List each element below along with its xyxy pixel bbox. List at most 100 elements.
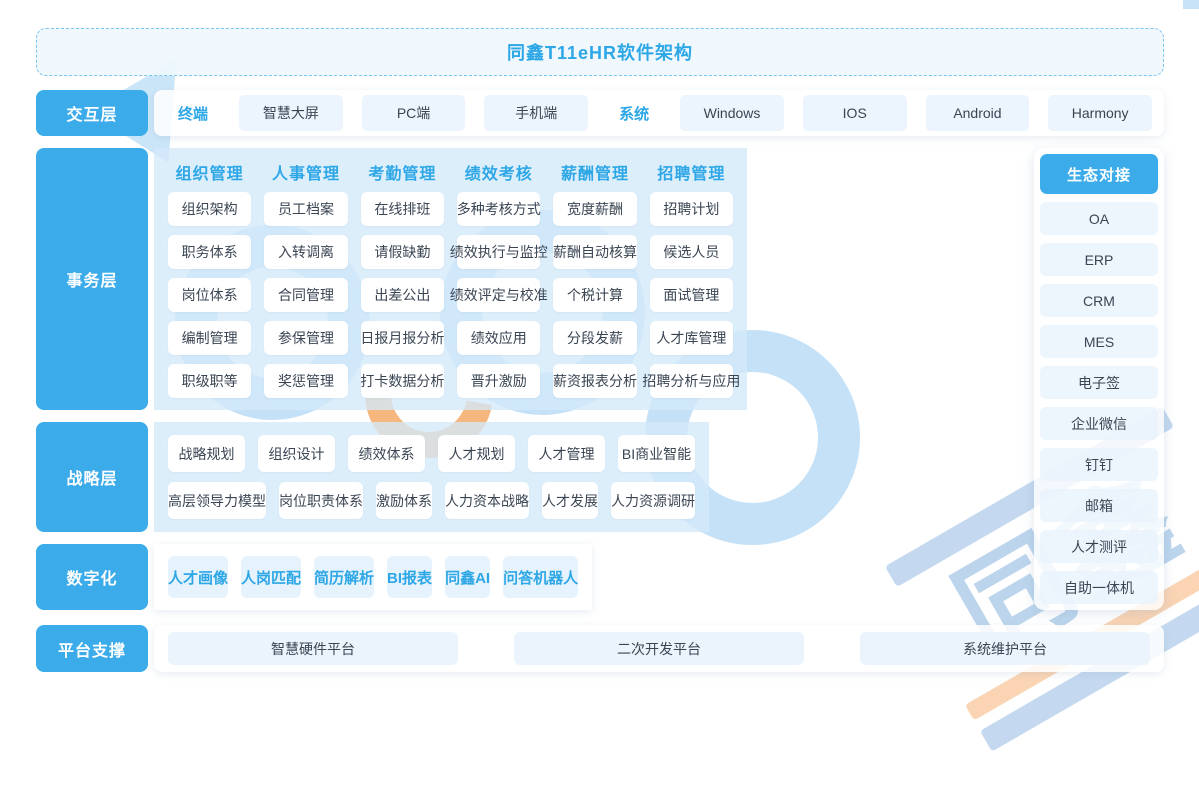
- business-card: 绩效执行与监控: [450, 235, 548, 269]
- ecosystem-item-oa: OA: [1040, 202, 1158, 235]
- business-column-recruiting: 招聘管理 招聘计划 候选人员 面试管理 人才库管理 招聘分析与应用: [642, 152, 740, 398]
- strategy-card: 激励体系: [376, 482, 432, 519]
- column-cards: 在线排班 请假缺勤 出差公出 日报月报分析 打卡数据分析: [360, 192, 445, 398]
- column-cards: 员工档案 入转调离 合同管理 参保管理 奖惩管理: [264, 192, 348, 398]
- digital-card-job-matching: 人岗匹配: [241, 556, 302, 598]
- digital-card-qa-robot: 问答机器人: [503, 556, 579, 598]
- layer-label-business: 事务层: [36, 148, 148, 410]
- business-card: 分段发薪: [553, 321, 637, 355]
- digital-layer-content: 人才画像 人岗匹配 简历解析 BI报表 同鑫AI 问答机器人: [154, 544, 593, 610]
- ecosystem-sidebar: 生态对接 OA ERP CRM MES 电子签 企业微信 钉钉 邮箱 人才测评 …: [1034, 148, 1164, 610]
- digital-card-resume-parsing: 简历解析: [314, 556, 375, 598]
- interaction-layer-content: 终端 智慧大屏 PC端 手机端 系统 Windows IOS Android H…: [154, 90, 1164, 136]
- business-card: 组织架构: [168, 192, 252, 226]
- business-card: 出差公出: [360, 278, 445, 312]
- system-group-label: 系统: [619, 105, 650, 123]
- business-column-compensation: 薪酬管理 宽度薪酬 薪酬自动核算 个税计算 分段发薪 薪资报表分析: [553, 152, 637, 398]
- ecosystem-item-self-service-kiosk: 自助一体机: [1040, 571, 1158, 604]
- business-card: 岗位体系: [168, 278, 252, 312]
- business-column-personnel: 人事管理 员工档案 入转调离 合同管理 参保管理 奖惩管理: [264, 152, 348, 398]
- column-cards: 招聘计划 候选人员 面试管理 人才库管理 招聘分析与应用: [642, 192, 740, 398]
- business-card: 日报月报分析: [360, 321, 444, 355]
- column-header: 组织管理: [175, 166, 244, 183]
- layer-label-strategy: 战略层: [36, 422, 148, 532]
- business-card: 个税计算: [553, 278, 637, 312]
- ecosystem-item-mes: MES: [1040, 325, 1158, 358]
- ecosystem-item-erp: ERP: [1040, 243, 1158, 276]
- business-column-organization: 组织管理 组织架构 职务体系 岗位体系 编制管理 职级职等: [168, 152, 252, 398]
- business-card: 员工档案: [264, 192, 348, 226]
- terminal-item-smart-screen: 智慧大屏: [239, 95, 343, 131]
- business-card: 职务体系: [168, 235, 252, 269]
- business-card: 招聘计划: [649, 192, 734, 226]
- strategy-layer-content: 战略规划 组织设计 绩效体系 人才规划 人才管理 BI商业智能 高层领导力模型 …: [154, 422, 709, 532]
- column-header: 招聘管理: [657, 166, 726, 183]
- business-card: 奖惩管理: [264, 364, 348, 398]
- business-card: 职级职等: [168, 364, 252, 398]
- page-title: 同鑫T11eHR软件架构: [506, 43, 694, 63]
- column-cards: 组织架构 职务体系 岗位体系 编制管理 职级职等: [168, 192, 252, 398]
- column-header: 薪酬管理: [561, 166, 630, 183]
- system-item-android: Android: [925, 95, 1030, 131]
- strategy-card: 人才发展: [542, 482, 598, 519]
- diagram-title-box: 同鑫T11eHR软件架构: [36, 28, 1164, 76]
- platform-item-system-maintenance: 系统维护平台: [860, 632, 1150, 665]
- business-column-attendance: 考勤管理 在线排班 请假缺勤 出差公出 日报月报分析 打卡数据分析: [360, 152, 445, 398]
- system-item-windows: Windows: [680, 95, 784, 131]
- column-cards: 宽度薪酬 薪酬自动核算 个税计算 分段发薪 薪资报表分析: [553, 192, 637, 398]
- business-card: 绩效评定与校准: [450, 278, 548, 312]
- digital-card-tongxin-ai: 同鑫AI: [445, 556, 491, 598]
- strategy-card: 高层领导力模型: [168, 482, 266, 519]
- business-card: 在线排班: [360, 192, 445, 226]
- business-layer-row: 事务层 组织管理 组织架构 职务体系 岗位体系 编制管理 职级职等 人事: [36, 148, 1022, 410]
- column-cards: 多种考核方式 绩效执行与监控 绩效评定与校准 绩效应用 晋升激励: [450, 192, 548, 398]
- strategy-card: 人才管理: [528, 435, 605, 472]
- business-card: 合同管理: [264, 278, 348, 312]
- business-card: 候选人员: [649, 235, 734, 269]
- platform-item-smart-hardware: 智慧硬件平台: [168, 632, 458, 665]
- business-card: 多种考核方式: [457, 192, 541, 226]
- strategy-layer-row: 战略层 战略规划 组织设计 绩效体系 人才规划 人才管理 BI商业智能 高层领导…: [36, 422, 1022, 532]
- business-card: 宽度薪酬: [553, 192, 637, 226]
- ecosystem-item-esign: 电子签: [1040, 366, 1158, 399]
- column-header: 绩效考核: [464, 166, 533, 183]
- ecosystem-item-crm: CRM: [1040, 284, 1158, 317]
- strategy-card: 人力资本战略: [445, 482, 529, 519]
- strategy-card: 人力资源调研: [611, 482, 695, 519]
- business-card: 参保管理: [264, 321, 348, 355]
- strategy-card: 绩效体系: [348, 435, 425, 472]
- business-column-performance: 绩效考核 多种考核方式 绩效执行与监控 绩效评定与校准 绩效应用 晋升激励: [450, 152, 548, 398]
- digital-card-talent-portrait: 人才画像: [168, 556, 229, 598]
- strategy-row-1: 战略规划 组织设计 绩效体系 人才规划 人才管理 BI商业智能: [168, 435, 695, 472]
- layer-label-interaction: 交互层: [36, 90, 148, 136]
- business-card: 请假缺勤: [360, 235, 445, 269]
- platform-support-content: 智慧硬件平台 二次开发平台 系统维护平台: [154, 625, 1164, 672]
- business-card: 打卡数据分析: [360, 364, 444, 398]
- business-card: 晋升激励: [457, 364, 541, 398]
- main-area: 事务层 组织管理 组织架构 职务体系 岗位体系 编制管理 职级职等 人事: [36, 148, 1164, 610]
- business-card: 编制管理: [168, 321, 252, 355]
- ecosystem-header: 生态对接: [1040, 154, 1158, 194]
- strategy-card: 战略规划: [168, 435, 245, 472]
- ecosystem-item-mail: 邮箱: [1040, 489, 1158, 522]
- interaction-layer-row: 交互层 终端 智慧大屏 PC端 手机端 系统 Windows IOS Andro…: [36, 90, 1164, 136]
- business-card: 薪资报表分析: [553, 364, 637, 398]
- business-card: 绩效应用: [457, 321, 541, 355]
- strategy-card: BI商业智能: [618, 435, 695, 472]
- platform-support-row: 平台支撑 智慧硬件平台 二次开发平台 系统维护平台: [36, 625, 1164, 672]
- terminal-item-pc: PC端: [361, 95, 466, 131]
- business-card: 入转调离: [264, 235, 348, 269]
- column-header: 考勤管理: [368, 166, 437, 183]
- business-layer-content: 组织管理 组织架构 职务体系 岗位体系 编制管理 职级职等 人事管理 员工档案: [154, 148, 748, 410]
- main-left-column: 事务层 组织管理 组织架构 职务体系 岗位体系 编制管理 职级职等 人事: [36, 148, 1022, 610]
- strategy-row-2: 高层领导力模型 岗位职责体系 激励体系 人力资本战略 人才发展 人力资源调研: [168, 482, 695, 519]
- terminal-item-mobile: 手机端: [484, 95, 589, 131]
- business-card: 薪酬自动核算: [553, 235, 637, 269]
- business-card: 招聘分析与应用: [642, 364, 740, 398]
- column-header: 人事管理: [272, 166, 341, 183]
- ecosystem-item-talent-assessment: 人才测评: [1040, 530, 1158, 563]
- layer-label-platform: 平台支撑: [36, 625, 148, 672]
- business-card: 人才库管理: [649, 321, 734, 355]
- system-item-ios: IOS: [802, 95, 907, 131]
- ecosystem-item-dingtalk: 钉钉: [1040, 448, 1158, 481]
